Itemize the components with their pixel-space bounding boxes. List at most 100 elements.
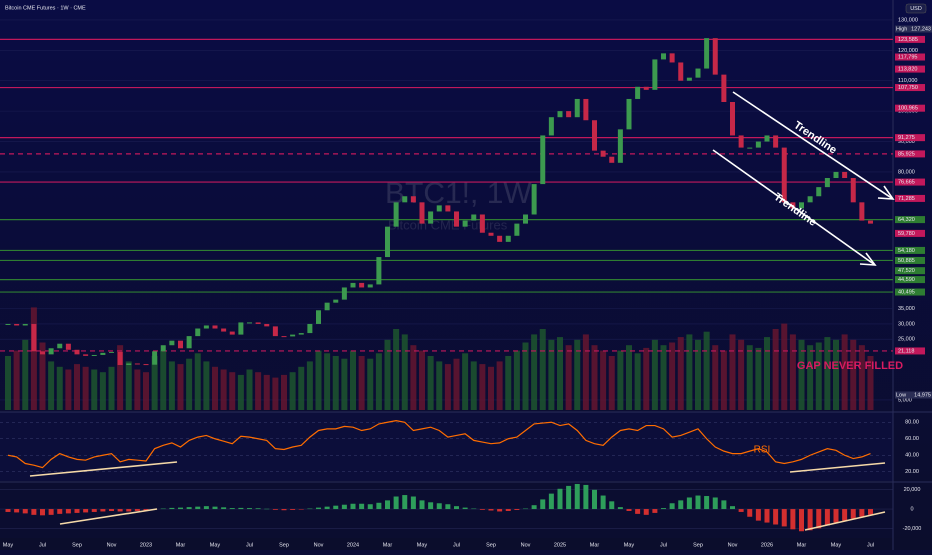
y-tick-label: 35,000 xyxy=(898,306,915,312)
candle xyxy=(298,333,304,335)
macd-bar xyxy=(807,509,813,531)
currency-box[interactable] xyxy=(905,3,927,14)
level-tag xyxy=(895,53,925,61)
volume-bar xyxy=(496,361,503,410)
macd-bar xyxy=(678,500,684,510)
tag-name: Low xyxy=(896,392,906,398)
volume-bar xyxy=(781,323,788,410)
macd-bar xyxy=(833,509,839,523)
volume-bar xyxy=(237,374,244,410)
macd-bar xyxy=(307,508,313,510)
candle xyxy=(100,352,106,355)
candle xyxy=(747,147,753,149)
candle xyxy=(695,68,701,78)
volume-bar xyxy=(117,345,124,410)
volume-bar xyxy=(436,361,443,410)
x-tick-label: Mar xyxy=(383,542,393,548)
volume-bar xyxy=(56,366,63,410)
candle xyxy=(755,141,761,148)
volume-bar xyxy=(634,353,641,410)
volume-bar xyxy=(807,345,814,410)
macd-bar xyxy=(14,509,20,513)
arrow-head xyxy=(877,185,895,200)
candle xyxy=(833,171,839,179)
candle xyxy=(850,178,856,203)
volume-bar xyxy=(332,356,339,410)
candle xyxy=(652,59,658,90)
candle xyxy=(540,135,546,185)
macd-bar xyxy=(471,508,477,510)
level-tag xyxy=(895,288,925,296)
volume-bar xyxy=(39,342,46,410)
candle xyxy=(74,349,80,355)
currency[interactable]: USD xyxy=(910,6,922,12)
volume-bar xyxy=(695,339,701,410)
volume-bar xyxy=(125,361,132,410)
y-tick-label: 120,000 xyxy=(898,48,918,54)
candle xyxy=(91,354,97,356)
volume-bar xyxy=(841,334,848,410)
candle xyxy=(635,86,641,99)
x-tick-label: Jul xyxy=(39,542,46,548)
macd-bar xyxy=(635,509,641,514)
y-tick-label: 80,000 xyxy=(898,169,915,175)
macd-bar xyxy=(523,508,528,510)
macd-bar xyxy=(730,506,735,510)
volume-bar xyxy=(669,342,676,410)
macd-bar xyxy=(721,500,727,510)
level-tag xyxy=(895,134,925,142)
annotation: RSI xyxy=(754,445,771,456)
macd-bar xyxy=(298,509,304,510)
volume-bar xyxy=(220,369,227,410)
macd-bar xyxy=(583,484,589,510)
candle xyxy=(807,196,813,203)
candle xyxy=(738,135,744,148)
macd-bar xyxy=(134,509,140,511)
macd-bar xyxy=(74,509,80,513)
x-tick-label: 2023 xyxy=(140,542,152,548)
volume-bar xyxy=(582,334,589,410)
candle xyxy=(247,322,252,324)
macd-bar xyxy=(333,505,339,510)
y-tick-label: 25,000 xyxy=(898,337,915,343)
level-tag xyxy=(895,84,925,92)
candle xyxy=(859,202,865,221)
macd-bar xyxy=(229,508,235,510)
candle xyxy=(566,111,572,118)
candle xyxy=(479,214,485,233)
candle xyxy=(471,214,477,221)
volume-bar xyxy=(306,361,313,410)
candle xyxy=(212,325,218,329)
candle xyxy=(419,202,425,224)
candle xyxy=(721,74,727,102)
candle xyxy=(592,120,597,151)
volume-bar xyxy=(401,334,408,410)
y-tick-label: -20,000 xyxy=(903,526,922,532)
volume-bar xyxy=(168,361,175,410)
level-tag xyxy=(895,256,925,264)
macd-bar xyxy=(548,493,554,510)
volume-bar xyxy=(410,345,417,410)
volume-bar xyxy=(134,369,141,410)
candle xyxy=(152,351,158,365)
volume-bar xyxy=(557,337,563,410)
x-tick-label: May xyxy=(624,542,635,548)
candle xyxy=(341,287,347,300)
candle xyxy=(281,336,287,338)
candle xyxy=(617,129,623,163)
candle xyxy=(307,323,313,334)
x-tick-label: Nov xyxy=(521,542,531,548)
level-label: 50,885 xyxy=(898,258,915,264)
level-label: 85,925 xyxy=(898,151,915,157)
macd-bar xyxy=(83,509,89,513)
macd-bar xyxy=(195,506,201,510)
x-tick-label: Jul xyxy=(453,542,460,548)
candle xyxy=(65,343,71,350)
macd-bar xyxy=(462,507,468,510)
volume-bar xyxy=(367,358,374,410)
candle xyxy=(773,135,779,148)
volume-bar xyxy=(419,350,425,410)
volume-bar xyxy=(824,337,831,410)
macd-bar xyxy=(436,503,442,510)
